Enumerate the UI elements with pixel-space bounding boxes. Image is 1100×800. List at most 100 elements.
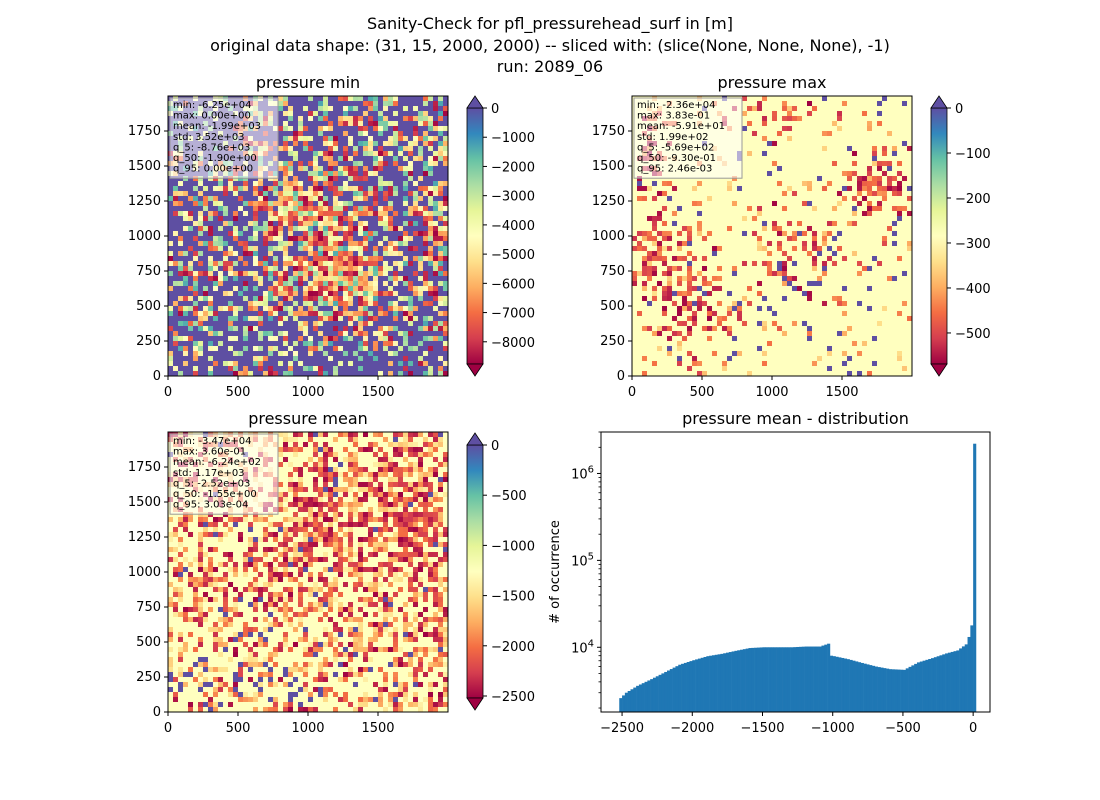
histogram-bar — [728, 652, 732, 712]
histogram-bar — [950, 651, 954, 712]
y-tick-label: 750 — [136, 264, 161, 279]
histogram-bar — [652, 677, 657, 712]
histogram-bar — [669, 669, 673, 712]
histogram-y-tick-exponent: 6 — [588, 464, 594, 475]
histogram-bar — [897, 669, 901, 712]
histogram-bar — [790, 647, 794, 712]
histogram-bar — [644, 681, 648, 712]
histogram-bar — [622, 695, 626, 712]
colorbar-tick-label: −2000 — [491, 160, 535, 175]
histogram-bar — [681, 663, 685, 712]
histogram-bar — [894, 669, 898, 712]
colorbar-extend-bottom — [466, 697, 484, 711]
histogram-bar — [784, 647, 789, 712]
x-tick-label: 1500 — [361, 385, 394, 400]
colorbar-extend-bottom — [930, 363, 948, 377]
colorbar-tick-label: −500 — [955, 327, 991, 342]
histogram-bar — [658, 674, 662, 712]
colorbar-tick-label: −1000 — [491, 539, 535, 554]
histogram-bar — [619, 698, 623, 712]
stats-box — [633, 97, 743, 179]
histogram-bar — [905, 668, 909, 712]
histogram-bar — [855, 661, 859, 712]
y-tick-label: 1750 — [592, 124, 625, 139]
histogram-bar — [765, 647, 769, 712]
histogram-bar — [832, 656, 836, 712]
x-tick-label: 1000 — [755, 385, 788, 400]
histogram-bar — [863, 663, 867, 712]
histogram-bar — [740, 649, 744, 712]
y-tick-label: 250 — [136, 334, 161, 349]
histogram-y-tick-label: 106 — [571, 464, 594, 482]
histogram-y-tick-label: 104 — [571, 638, 594, 656]
histogram-bar — [661, 673, 665, 712]
map-raster-cells — [168, 432, 448, 712]
colorbar-tick-label: −7000 — [491, 307, 535, 322]
histogram-bar — [773, 647, 777, 712]
colorbar-gradient — [466, 444, 484, 699]
histogram-bar — [807, 646, 811, 712]
histogram-bar — [877, 667, 881, 712]
x-tick-label: 0 — [628, 385, 636, 400]
histogram-bar — [709, 655, 713, 712]
histogram-bar — [751, 647, 755, 712]
histogram-bar — [841, 657, 845, 712]
histogram-bar — [933, 657, 937, 712]
y-tick-label: 500 — [136, 635, 161, 650]
x-tick-label: 1000 — [291, 385, 324, 400]
histogram-bar — [824, 644, 828, 712]
colorbar-tick-label: −5000 — [491, 248, 535, 263]
histogram-bar — [849, 659, 853, 712]
y-tick-label: 1500 — [128, 159, 161, 174]
histogram-y-tick-exponent: 5 — [588, 551, 594, 562]
histogram-bar — [810, 646, 814, 712]
x-tick-label: 1000 — [291, 721, 324, 736]
stats-line: q_5: -2.52e+03 — [173, 478, 250, 489]
histogram-bar — [852, 660, 856, 712]
histogram-bar — [745, 648, 749, 712]
histogram-bar — [838, 657, 842, 712]
histogram-bar — [695, 659, 699, 712]
histogram-bar — [813, 646, 817, 712]
histogram-bar — [922, 660, 926, 712]
map-title: pressure max — [717, 73, 826, 92]
colorbar-tick-label: −1000 — [491, 131, 535, 146]
histogram-bar — [633, 687, 637, 712]
histogram-bar — [683, 662, 687, 712]
y-tick-label: 250 — [600, 334, 625, 349]
map-panel-0: pressure min 0 500 1000 1500 0 250 500 750 1000 12… — [128, 73, 449, 400]
histogram-bar — [672, 667, 676, 712]
y-tick-label: 1000 — [592, 229, 625, 244]
histogram-bar — [931, 658, 935, 712]
histogram-x-tick-label: 0 — [969, 721, 977, 736]
colorbar-1: 0 −100 −200 −300 −400 −500 — [930, 95, 991, 377]
histogram-bar — [686, 662, 690, 712]
histogram-bar — [638, 684, 643, 712]
histogram-bar — [919, 661, 923, 712]
histogram-bar — [627, 690, 631, 712]
histogram-bar — [692, 660, 696, 712]
colorbar-extend-top — [466, 432, 484, 446]
map-panel-1: pressure max 0 500 1000 1500 0 250 500 750 1000 12… — [592, 73, 913, 400]
stats-line: q_5: -8.76e+03 — [173, 142, 250, 153]
stats-line: q_50: -1.90e+00 — [173, 153, 257, 164]
histogram-bar — [869, 665, 873, 712]
histogram-x-tick-label: −1500 — [741, 721, 785, 736]
colorbar-tick-label: −1500 — [491, 590, 535, 605]
histogram-bar — [902, 669, 907, 712]
colorbar-tick-label: 0 — [955, 102, 963, 117]
histogram-bar — [925, 659, 929, 712]
map-title: pressure min — [256, 73, 360, 92]
histogram-bar — [908, 666, 912, 712]
histogram-bar — [700, 657, 704, 712]
histogram-bar — [953, 651, 957, 712]
histogram-bar — [928, 658, 932, 712]
histogram-bar — [945, 653, 949, 712]
histogram-bar — [762, 647, 766, 712]
x-tick-label: 500 — [226, 385, 251, 400]
colorbar-tick-label: −100 — [955, 147, 991, 162]
stats-line: max: 3.83e-01 — [637, 111, 710, 122]
histogram-bar — [804, 646, 808, 712]
histogram-bar — [799, 646, 803, 712]
histogram-x-tick-label: −2000 — [670, 721, 714, 736]
